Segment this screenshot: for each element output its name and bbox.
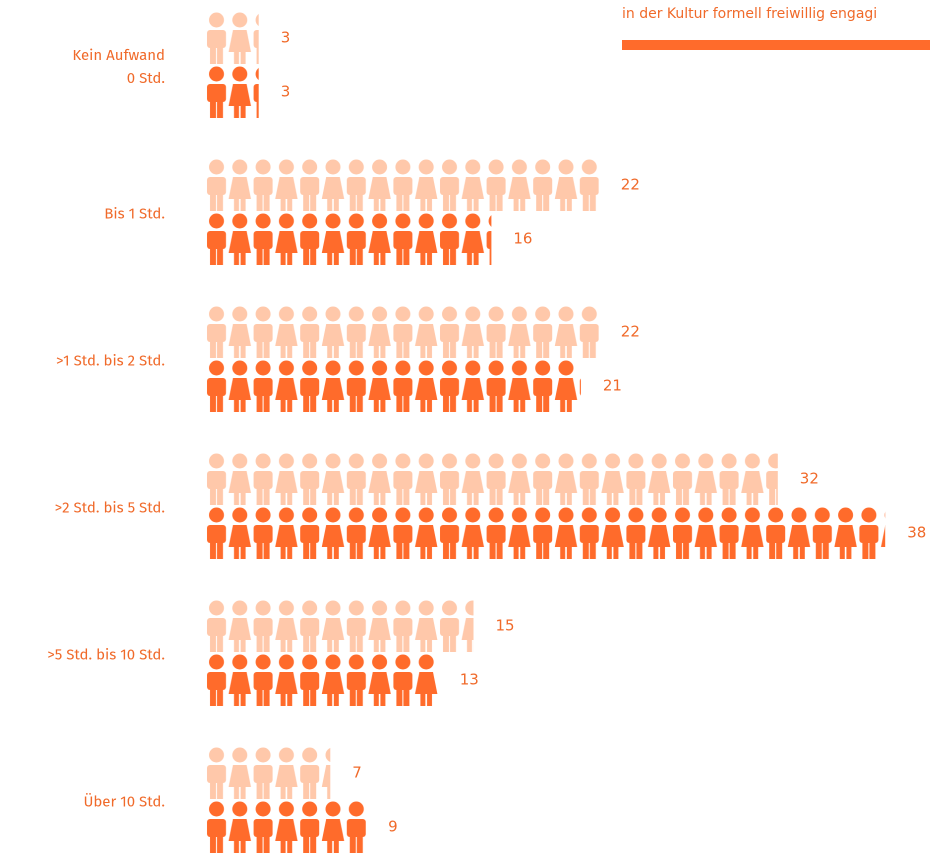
icon-row <box>205 360 581 412</box>
value-label: 7 <box>352 764 362 782</box>
value-label: 3 <box>281 29 291 47</box>
icon-row <box>205 12 259 64</box>
icon-row <box>205 600 474 652</box>
bar <box>205 213 492 265</box>
bar <box>205 159 599 211</box>
bar <box>205 801 367 853</box>
icon-row <box>205 213 492 265</box>
bar <box>205 507 886 559</box>
value-label: 3 <box>281 83 291 101</box>
bar <box>205 747 331 799</box>
bar <box>205 654 438 706</box>
value-label: 21 <box>603 377 622 395</box>
value-label: 15 <box>496 617 515 635</box>
bar <box>205 66 259 118</box>
bar <box>205 306 599 358</box>
bar <box>205 600 474 652</box>
category-label: Bis 1 Std. <box>104 204 165 223</box>
category-label: Über 10 Std. <box>83 792 165 811</box>
icon-row <box>205 747 331 799</box>
category-label: >5 Std. bis 10 Std. <box>47 645 165 664</box>
icon-row <box>205 66 259 118</box>
category-label: >1 Std. bis 2 Std. <box>55 351 165 370</box>
value-label: 22 <box>621 323 640 341</box>
value-label: 32 <box>800 470 819 488</box>
category-label: Kein Aufwand 0 Std. <box>72 46 165 87</box>
value-label: 9 <box>388 818 398 836</box>
bar <box>205 453 778 505</box>
icon-row <box>205 654 438 706</box>
icon-row <box>205 159 599 211</box>
icon-row <box>205 306 599 358</box>
icon-row <box>205 453 778 505</box>
value-label: 13 <box>460 671 479 689</box>
bar <box>205 360 581 412</box>
value-label: 16 <box>513 230 532 248</box>
icon-row <box>205 801 367 853</box>
legend-swatch <box>622 40 930 50</box>
legend-label: in der Kultur formell freiwillig engagi <box>622 6 877 22</box>
value-label: 22 <box>621 176 640 194</box>
value-label: 38 <box>907 524 926 542</box>
bar <box>205 12 259 64</box>
icon-row <box>205 507 886 559</box>
category-label: >2 Std. bis 5 Std. <box>54 498 165 517</box>
